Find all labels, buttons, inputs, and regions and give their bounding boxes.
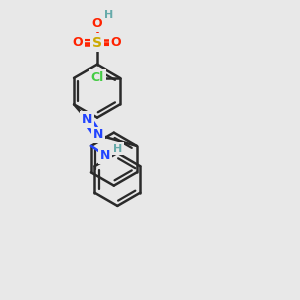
Text: O: O	[111, 36, 122, 49]
Text: N: N	[100, 149, 110, 162]
Text: O: O	[92, 17, 102, 30]
Text: N: N	[82, 113, 92, 126]
Text: Cl: Cl	[91, 71, 104, 84]
Text: H: H	[113, 144, 122, 154]
Text: O: O	[73, 36, 83, 49]
Text: S: S	[92, 35, 102, 50]
Text: H: H	[103, 10, 113, 20]
Text: N: N	[92, 128, 103, 142]
